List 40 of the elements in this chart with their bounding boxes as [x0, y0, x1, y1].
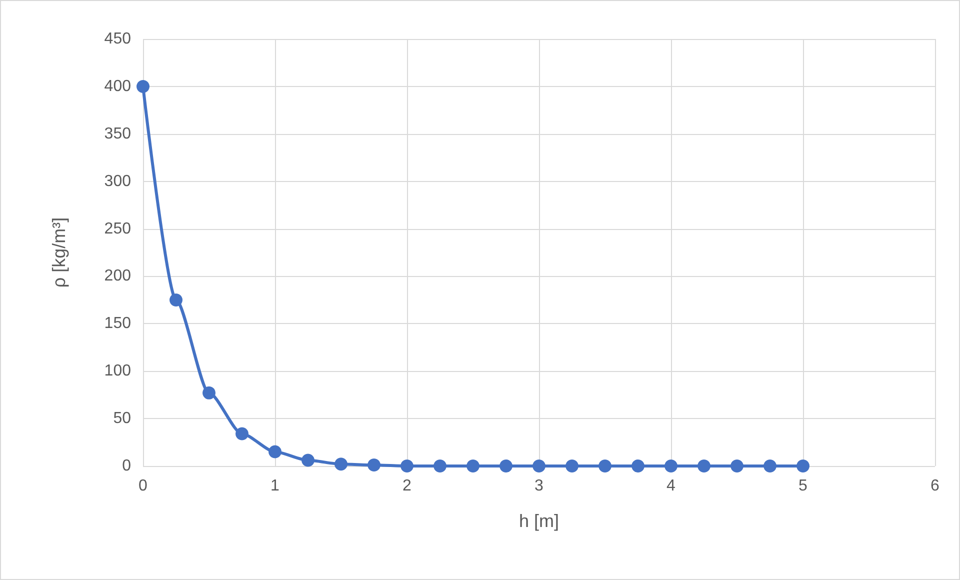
point [302, 454, 314, 467]
point [334, 458, 348, 471]
y-tick-label: 350 [104, 125, 132, 142]
x-tick-label: 3 [534, 478, 544, 494]
point [532, 460, 546, 472]
x-tick-label: 2 [402, 478, 412, 494]
y-tick-label: 250 [104, 220, 132, 238]
point [434, 460, 446, 472]
point [500, 460, 512, 472]
x-tick-label: 6 [930, 478, 940, 494]
y-tick-label: 0 [122, 458, 132, 474]
y-axis-title: ρ [kg/m³] [49, 217, 69, 288]
point [566, 460, 578, 472]
x-axis-title: h [m] [518, 511, 560, 531]
y-tick-label: 200 [104, 268, 132, 285]
y-tick-label: 50 [113, 410, 132, 428]
y-tick-label: 450 [104, 30, 132, 48]
point [368, 458, 380, 472]
point [400, 460, 414, 472]
x-tick-label: 0 [138, 478, 148, 494]
point [796, 460, 810, 472]
point [598, 460, 612, 472]
y-tick-label: 300 [104, 172, 132, 190]
point [136, 80, 150, 93]
point [664, 460, 678, 472]
point [466, 460, 480, 472]
y-tick-label: 400 [104, 78, 132, 95]
point [698, 460, 710, 472]
point [730, 460, 744, 472]
point [202, 386, 216, 400]
x-tick-label: 5 [798, 478, 808, 494]
point [236, 427, 248, 440]
point [268, 445, 282, 458]
point [764, 460, 776, 472]
y-tick-label: 100 [104, 362, 132, 380]
x-tick-label: 1 [270, 478, 280, 494]
point [170, 293, 182, 306]
y-tick-label: 150 [104, 315, 132, 332]
point [632, 460, 644, 472]
x-tick-label: 4 [666, 478, 676, 494]
